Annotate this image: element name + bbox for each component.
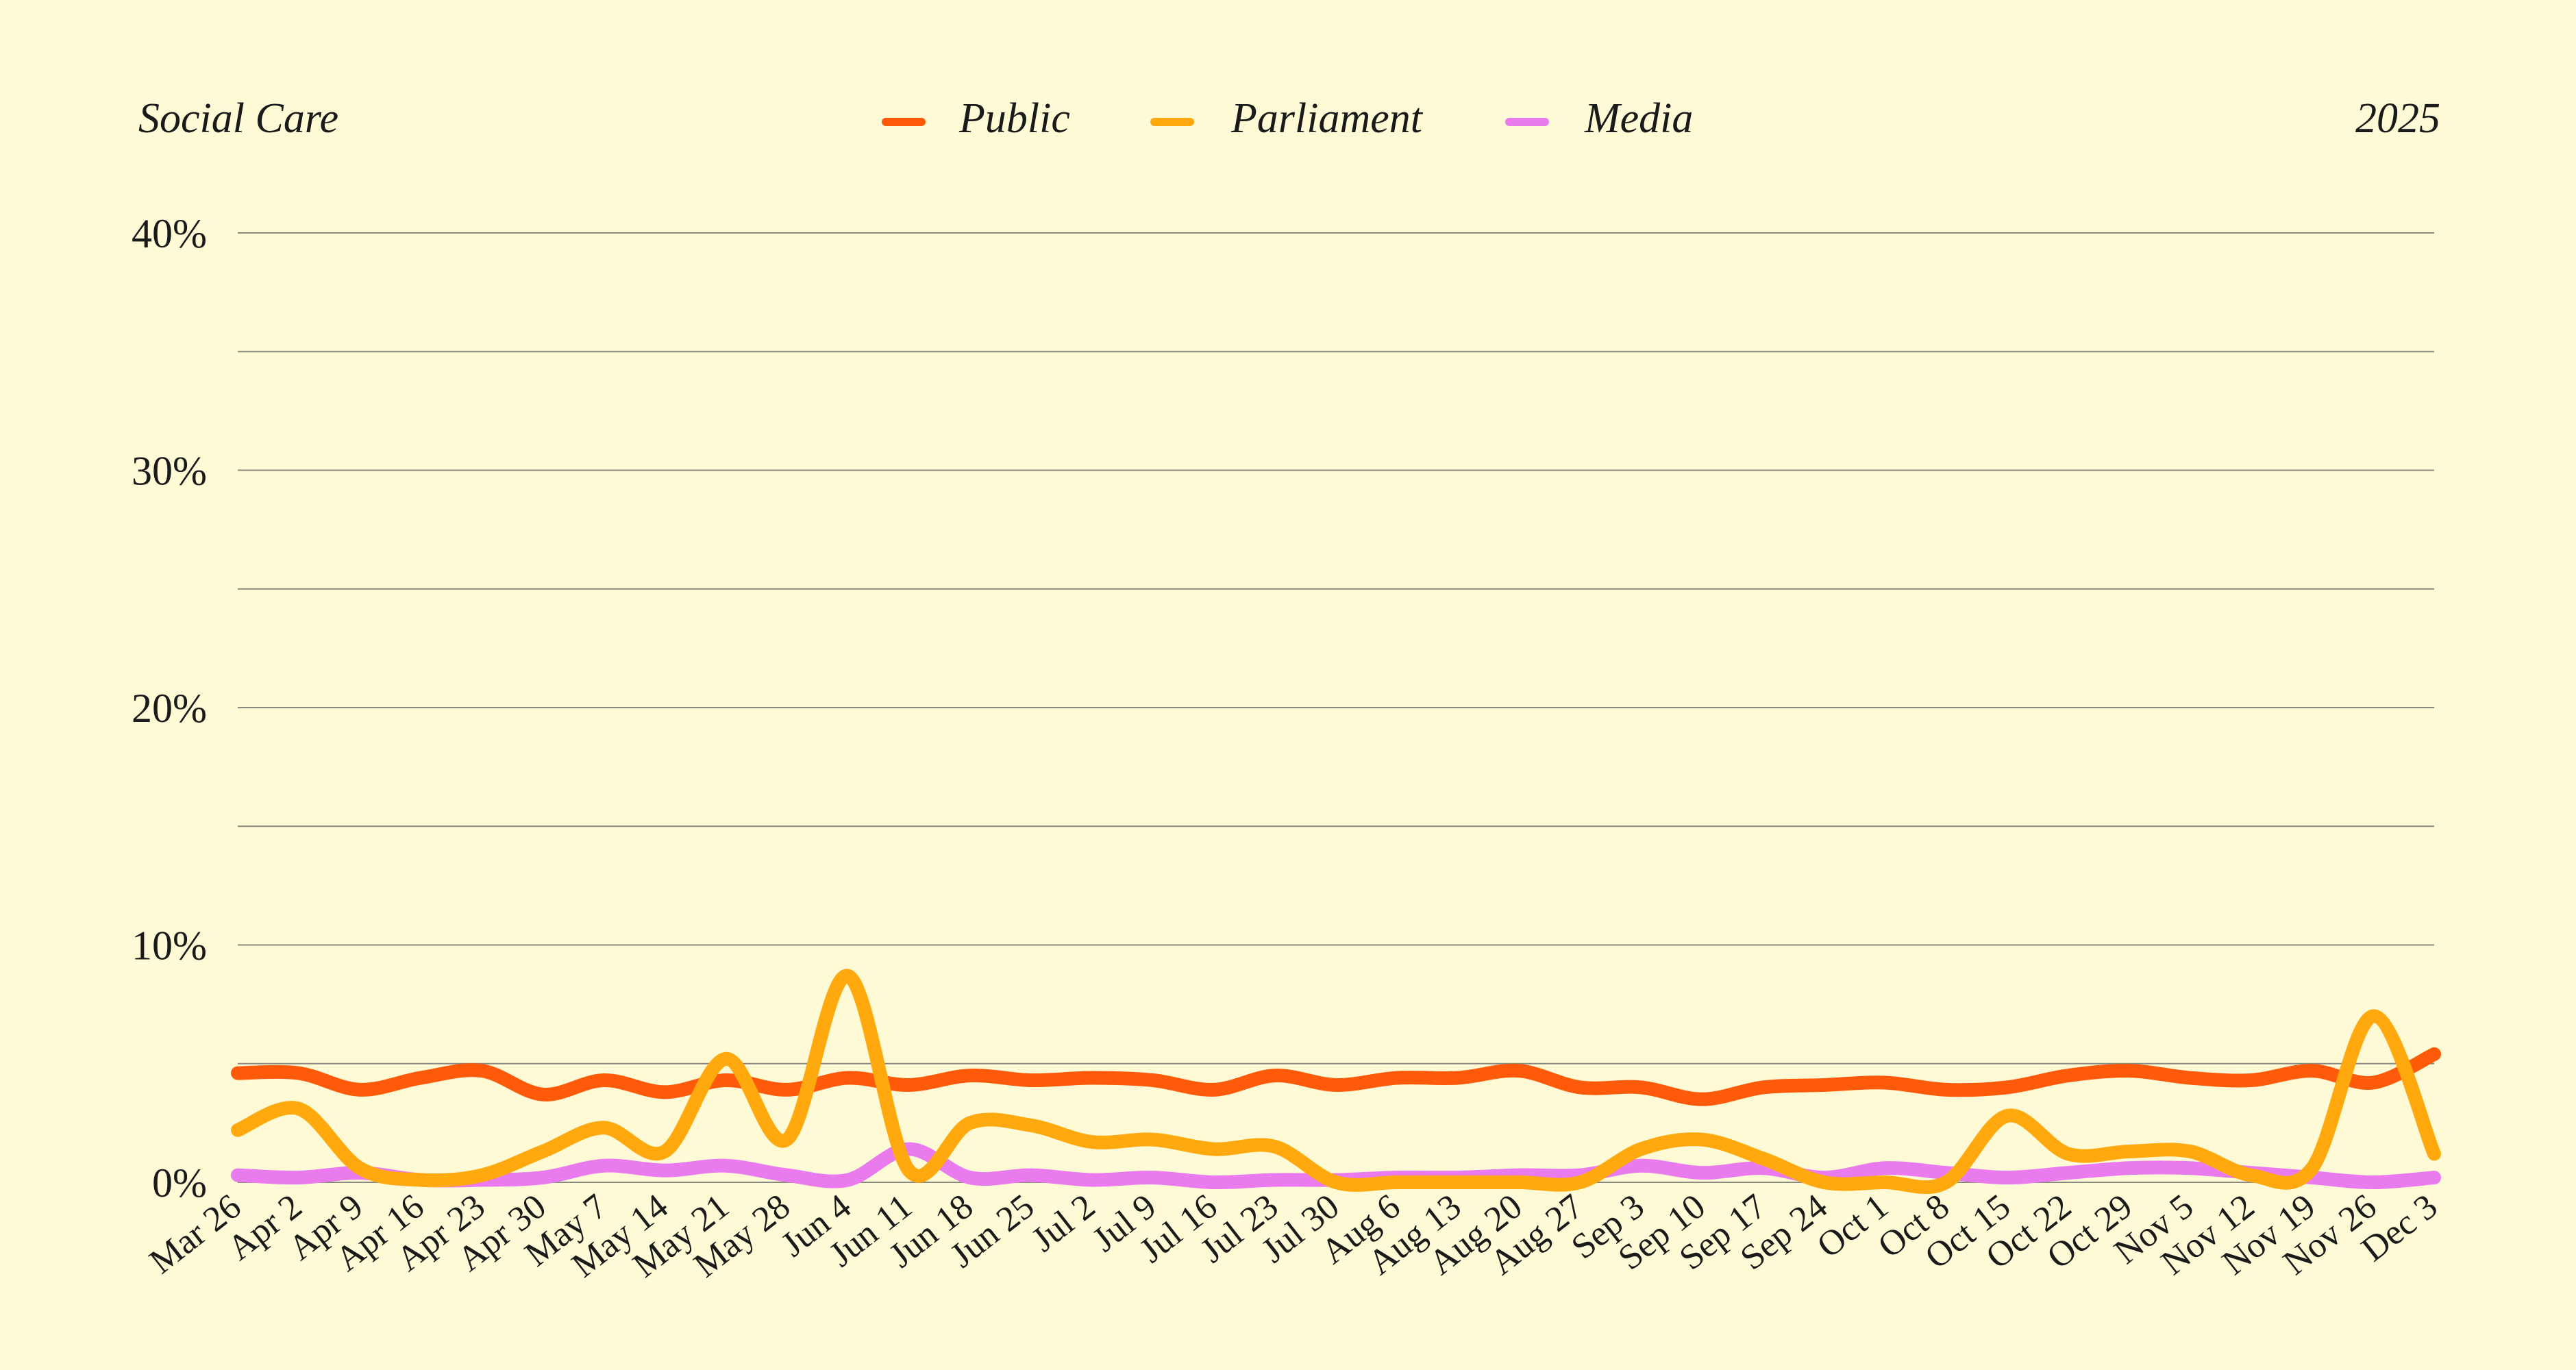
- y-tick-label: 20%: [132, 686, 207, 731]
- y-tick-label: 10%: [132, 923, 207, 969]
- chart-title: Social Care: [138, 95, 338, 142]
- series-line-public: [231, 1047, 2441, 1106]
- legend-item-parliament: Parliament: [1150, 95, 1424, 142]
- legend: Public Parliament Media: [882, 95, 1693, 142]
- legend-item-media: Media: [1505, 95, 1693, 142]
- y-tick-label: 30%: [132, 449, 207, 494]
- year-label: 2025: [2355, 95, 2440, 142]
- legend-label-media: Media: [1584, 95, 1693, 142]
- legend-label-parliament: Parliament: [1230, 95, 1424, 142]
- series-line-parliament: [231, 969, 2441, 1195]
- y-tick-label: 40%: [132, 211, 207, 256]
- grid-layer: [238, 232, 2434, 1183]
- series-layer: [231, 969, 2441, 1195]
- legend-label-public: Public: [958, 95, 1070, 142]
- y-axis-ticks: 0% 10% 20% 30% 40%: [132, 211, 207, 1206]
- legend-item-public: Public: [882, 95, 1070, 142]
- y-tick-label: 0%: [152, 1160, 207, 1206]
